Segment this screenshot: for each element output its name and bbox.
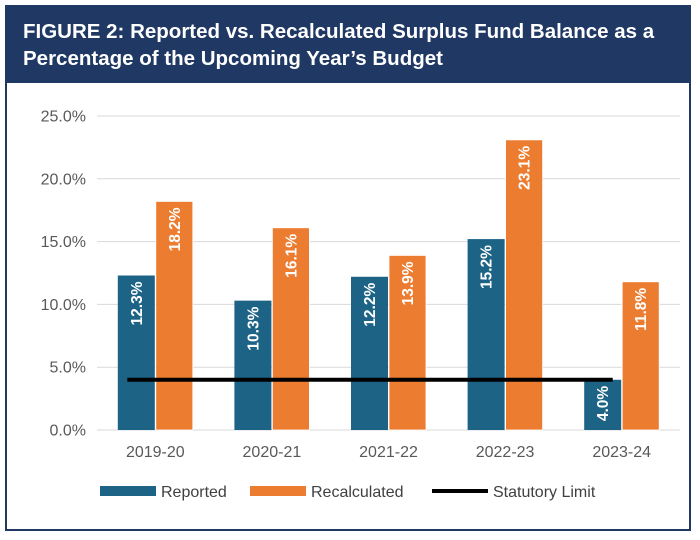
bar-recalculated — [271, 227, 310, 431]
y-tick-label: 10.0% — [41, 297, 86, 314]
legend-statutory-limit-label: Statutory Limit — [493, 484, 596, 501]
data-label-recalculated: 11.8% — [633, 288, 650, 331]
x-tick-label: 2021-22 — [359, 444, 418, 461]
bar-reported — [351, 276, 388, 430]
bar-reported — [117, 275, 155, 430]
data-label-reported: 4.0% — [595, 386, 612, 422]
data-label-recalculated: 23.1% — [517, 146, 534, 190]
legend-recalculated-label: Recalculated — [311, 484, 404, 501]
data-label-reported: 10.3% — [245, 306, 262, 350]
legend-reported-label: Reported — [161, 484, 227, 501]
bar-reported — [467, 239, 505, 430]
bar-recalculated — [155, 201, 194, 431]
figure-title-line-2: Percentage of the Upcoming Year’s Budget — [23, 47, 443, 70]
bar-recalculated — [621, 281, 660, 431]
bar-reported — [584, 379, 622, 430]
y-tick-label: 5.0% — [50, 360, 86, 377]
x-tick-label: 2020-21 — [243, 444, 302, 461]
data-label-recalculated: 13.9% — [400, 261, 417, 305]
data-label-recalculated: 16.1% — [283, 234, 300, 278]
data-label-reported: 12.3% — [129, 281, 146, 325]
figure-frame: FIGURE 2: Reported vs. Recalculated Surp… — [5, 5, 691, 531]
y-tick-label: 15.0% — [41, 234, 86, 251]
data-label-reported: 12.2% — [362, 283, 379, 327]
figure-header: FIGURE 2: Reported vs. Recalculated Surp… — [7, 7, 689, 83]
bar-recalculated — [388, 255, 427, 431]
y-tick-label: 0.0% — [50, 423, 86, 440]
data-label-reported: 15.2% — [479, 245, 496, 289]
figure-title-line-1: FIGURE 2: Reported vs. Recalculated Surp… — [23, 20, 655, 43]
x-tick-label: 2023-24 — [592, 444, 651, 461]
bar-reported — [234, 300, 272, 430]
y-tick-label: 25.0% — [41, 109, 86, 126]
y-tick-label: 20.0% — [41, 171, 86, 188]
x-tick-label: 2019-20 — [126, 444, 185, 461]
x-tick-label: 2022-23 — [476, 444, 535, 461]
data-label-recalculated: 18.2% — [167, 207, 184, 251]
legend-reported-swatch — [100, 486, 156, 496]
legend-recalculated-swatch — [250, 486, 306, 496]
